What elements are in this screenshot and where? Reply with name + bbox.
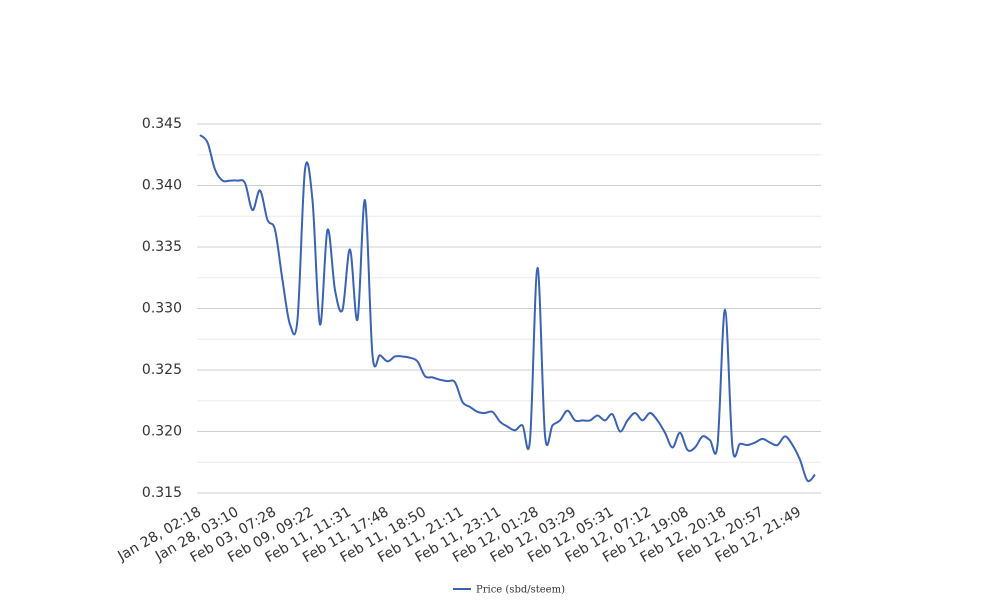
y-tick-label: 0.330 [142, 301, 182, 317]
y-tick-label: 0.320 [142, 424, 182, 440]
y-tick-label: 0.335 [142, 239, 182, 255]
y-tick-label: 0.315 [142, 485, 182, 501]
y-tick-label: 0.345 [142, 116, 182, 132]
y-tick-label: 0.325 [142, 362, 182, 378]
y-tick-label: 0.340 [142, 178, 182, 194]
price-line [199, 134, 816, 483]
legend-label: Price (sbd/steem) [476, 585, 565, 596]
